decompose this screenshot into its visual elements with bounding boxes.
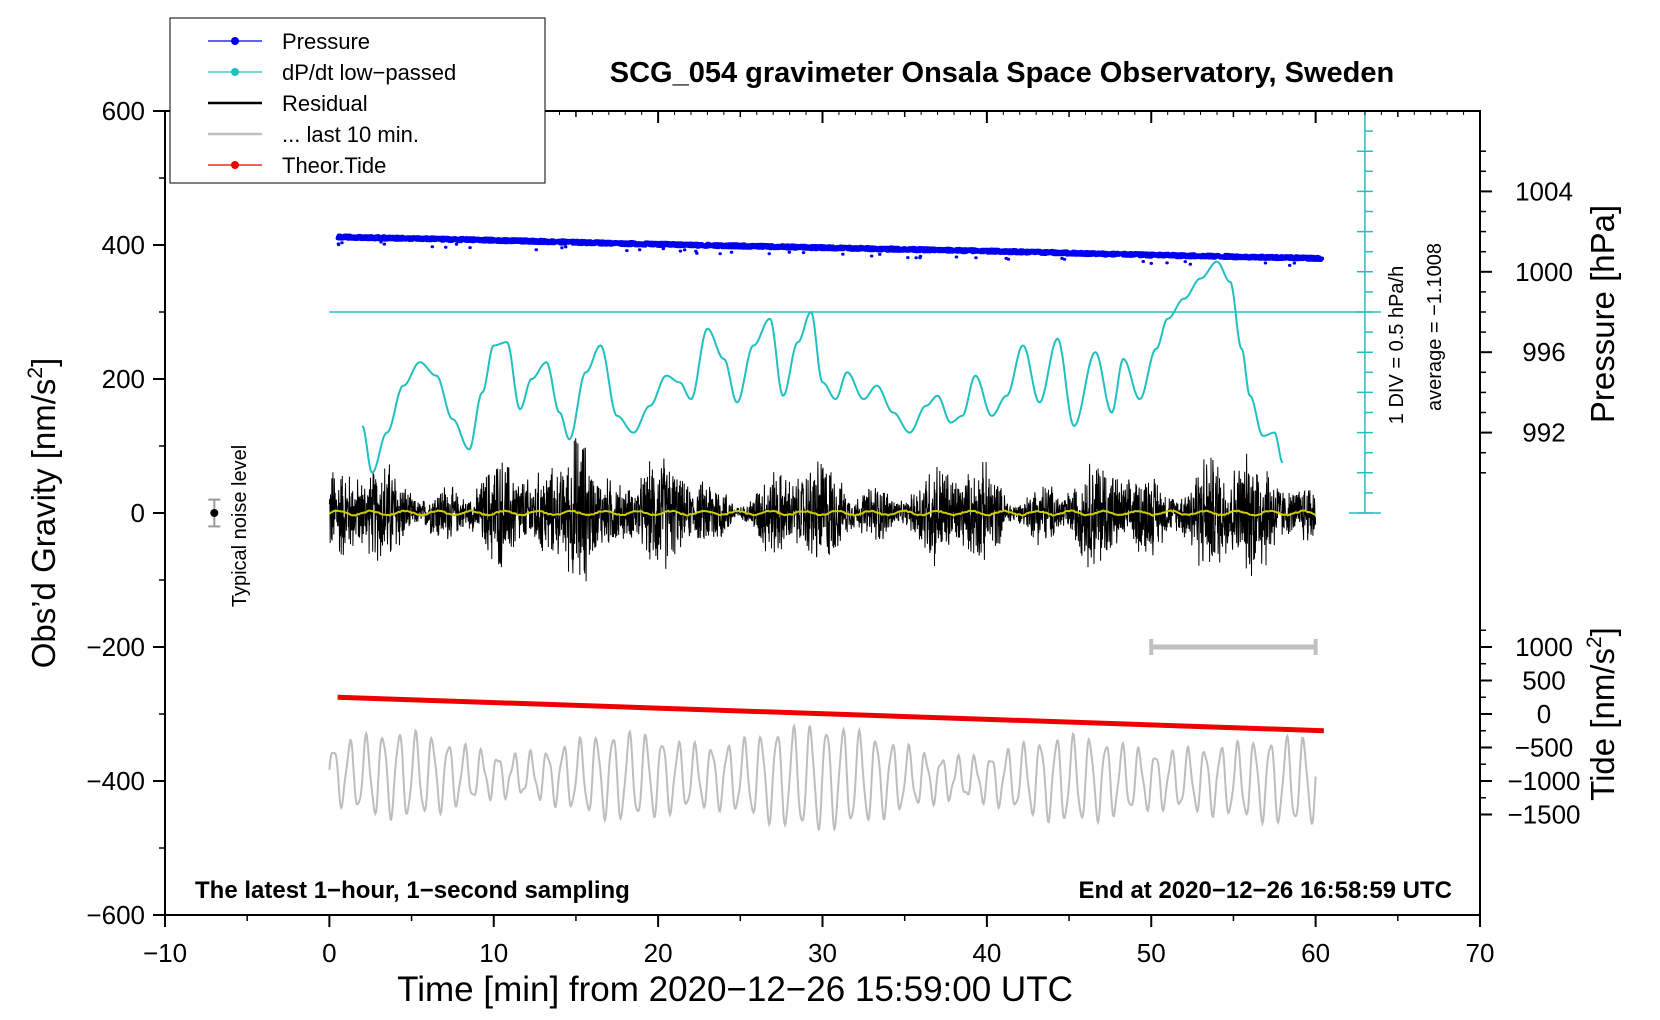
pressure-tick-label: 1004 [1515,176,1573,206]
x-tick-label: 10 [479,938,508,968]
legend-label: ... last 10 min. [282,122,419,147]
pressure-tick-label: 1000 [1515,257,1573,287]
residual-series-line [328,438,1317,582]
legend-swatch-dot [231,37,239,45]
legend: Pressure dP/dt low−passed Residual ... last… [169,17,546,184]
data-layer [208,110,1381,833]
y-axis-label-end: ] [25,358,62,367]
pressure-outlier-dots [336,240,1297,267]
legend-swatch-dot [231,68,239,76]
x-tick-label: 40 [972,938,1001,968]
legend-box [169,17,546,184]
pressure-axis-label: Pressure [hPa] [1584,205,1621,423]
tide-tick-label: −1500 [1507,800,1580,830]
tide-tick-label: −500 [1515,733,1574,763]
y-axis-label-main: Obs’d Gravity [nm/s [25,379,62,669]
tide-tick-label: −1000 [1507,766,1580,796]
y-tick-label: −200 [86,632,145,662]
residual-smoothed-line [328,509,1316,517]
x-tick-label: 50 [1137,938,1166,968]
tide-axis-label-sup: 2 [1583,636,1606,648]
y-axis-label-sup: 2 [24,367,47,379]
legend-label: dP/dt low−passed [282,60,456,85]
tide-tick-label: 0 [1537,699,1551,729]
tide-series-line [337,694,1324,734]
legend-label: Residual [282,91,368,116]
y-tick-label: −600 [86,900,145,930]
tide-tick-label: 500 [1522,666,1565,696]
tide-axis-label-main: Tide [nm/s [1584,648,1621,801]
dpdt-series-line [361,260,1284,474]
y-tick-label: −400 [86,766,145,796]
tide-axis-label-end: ] [1584,627,1621,636]
noise-marker [210,509,219,517]
noise-level-label: Typical noise level [229,445,251,607]
annotation-end-time: End at 2020−12−26 16:58:59 UTC [1078,877,1452,904]
x-tick-label: 60 [1301,938,1330,968]
legend-swatch-dot [231,161,239,169]
legend-label: Pressure [282,29,370,54]
pressure-tick-label: 996 [1522,337,1565,367]
x-tick-label: 30 [808,938,837,968]
x-tick-label: 20 [644,938,673,968]
y-axis-label: Obs’d Gravity [nm/s2] [24,358,62,669]
legend-label: Theor.Tide [282,153,386,178]
y-tick-label: 400 [102,230,145,260]
pressure-series-dots [335,233,1325,262]
y-tick-label: 0 [131,498,145,528]
tide-axis-label: Tide [nm/s2] [1583,627,1621,801]
dpdt-average-label: average = −1.1008 [1424,243,1446,411]
axes-layer: −10 0 10 20 30 40 50 60 70 −600 −400 −200 0 200 400 600… [86,96,1580,968]
x-tick-label: 0 [322,938,336,968]
x-axis-label: Time [min] from 2020−12−26 15:59:00 UTC [397,970,1073,1009]
dpdt-scale-label: 1 DIV = 0.5 hPa/h [1386,266,1408,424]
y-tick-label: 200 [102,364,145,394]
last10-series-line [328,723,1317,833]
chart-title: SCG_054 gravimeter Onsala Space Observat… [610,57,1394,89]
x-tick-label: −10 [143,938,187,968]
y-tick-label: 600 [102,96,145,126]
tide-tick-label: 1000 [1515,632,1573,662]
x-tick-label: 70 [1466,938,1495,968]
annotation-sampling: The latest 1−hour, 1−second sampling [195,877,630,904]
pressure-tick-label: 992 [1522,418,1565,448]
